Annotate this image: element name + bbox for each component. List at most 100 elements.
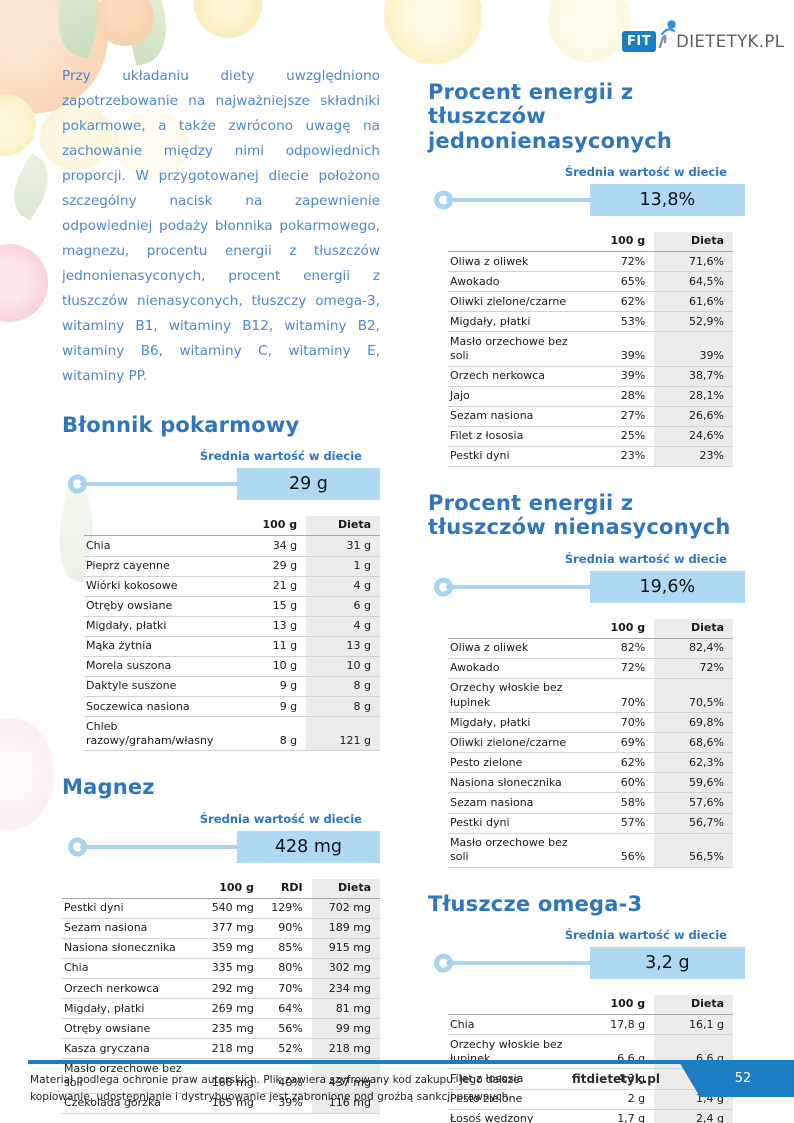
section-nienasycone: Procent energii z tłuszczów nienasyconyc… <box>428 491 745 868</box>
food-value: 82,4% <box>654 638 733 659</box>
food-value: 56% <box>262 1018 312 1040</box>
food-value: 58% <box>593 792 655 814</box>
food-name: Daktyle suszone <box>84 676 236 698</box>
avg-value-badge: 3,2 g <box>589 947 745 980</box>
table-row: Czekolada gorzka 165 mg 39% 116 mg <box>62 1093 380 1114</box>
food-name: Orzechy włoskie bez łupinek <box>448 678 594 714</box>
food-value: 70% <box>262 978 312 1000</box>
food-value: 29 g <box>235 556 307 577</box>
food-value: 56% <box>593 833 655 868</box>
food-name: Morela suszona <box>84 656 236 677</box>
food-value: 15 g <box>235 596 307 617</box>
food-value: 64,5% <box>654 271 733 293</box>
table-row: Oliwki zielone/czarne 69% 68,6% <box>448 732 733 754</box>
avg-indicator: 19,6% <box>428 570 745 603</box>
food-name: Pesto zielone <box>448 752 594 774</box>
food-value: 39% <box>262 1093 312 1114</box>
logo-fit-badge: FIT <box>622 30 657 52</box>
food-name: Filet z łososia <box>448 1068 594 1090</box>
food-name: Migdały, płatki <box>448 712 594 734</box>
food-name: Łosoś wędzony <box>448 1109 594 1123</box>
avg-label: Średnia wartość w diecie <box>564 928 727 943</box>
magnez-table: 100 g RDI Dieta Pestki dyni 540 mg 129% 702 mg… <box>62 878 380 1114</box>
copyright-text: Materiał podlega ochronie praw autorskic… <box>30 1072 570 1106</box>
food-value: 62,3% <box>654 752 733 774</box>
food-value: 57% <box>593 813 655 834</box>
food-name: Oliwa z oliwek <box>448 251 594 273</box>
food-value: 28,1% <box>654 386 733 407</box>
food-value: 27% <box>593 406 655 427</box>
food-name: Czekolada gorzka <box>62 1093 192 1114</box>
table-row: Migdały, płatki 70% 69,8% <box>448 712 733 734</box>
food-value: 915 mg <box>311 938 380 959</box>
column-header-blank <box>448 618 594 639</box>
food-name: Pieprz cayenne <box>84 556 236 577</box>
column-header-blank <box>62 878 192 899</box>
table-row: Migdały, płatki 269 mg 64% 81 mg <box>62 998 380 1020</box>
food-value: 1,7 g <box>593 1109 655 1123</box>
food-value: 71,6% <box>654 251 733 273</box>
food-name: Chia <box>448 1014 594 1036</box>
food-name: Nasiona słonecznika <box>62 938 192 959</box>
right-column: Procent energii z tłuszczów jednonienasy… <box>428 0 745 1123</box>
food-value: 9 g <box>235 696 307 718</box>
food-name: Chia <box>62 958 192 980</box>
food-value: 302 mg <box>311 958 380 980</box>
table-row: Pestki dyni 540 mg 129% 702 mg <box>62 898 380 919</box>
person-figure-icon <box>658 20 678 52</box>
food-name: Sezam nasiona <box>62 918 192 939</box>
food-value: 82% <box>593 638 655 659</box>
column-header: Dieta <box>654 618 733 639</box>
food-value: 8 g <box>235 716 307 752</box>
food-value: 53% <box>593 311 655 333</box>
section-title: Magnez <box>62 775 155 800</box>
table-row: Pestki dyni 57% 56,7% <box>448 813 733 834</box>
food-value: 65% <box>593 271 655 293</box>
column-header: 100 g <box>191 878 263 899</box>
column-header: Dieta <box>306 516 380 537</box>
column-header-blank <box>84 516 236 537</box>
food-value: 2,4 g <box>654 1109 733 1123</box>
table-header-row: 100 g Dieta <box>84 516 380 537</box>
table-row: Chia 34 g 31 g <box>84 535 380 557</box>
food-name: Masło orzechowe bez soli <box>62 1058 192 1094</box>
food-value: 25% <box>593 426 655 447</box>
food-value: 56,7% <box>654 813 733 834</box>
food-value: 168 mg <box>191 1058 263 1094</box>
table-row: Jajo 28% 28,1% <box>448 386 733 407</box>
table-row: Otręby owsiane 235 mg 56% 99 mg <box>62 1018 380 1040</box>
food-value: 68,6% <box>654 732 733 754</box>
avg-indicator: 13,8% <box>428 184 745 217</box>
food-value: 81 mg <box>311 998 380 1020</box>
food-name: Kasza gryczana <box>62 1038 192 1060</box>
table-row: Morela suszona 10 g 10 g <box>84 656 380 677</box>
food-value: 80% <box>262 958 312 980</box>
avg-indicator: 428 mg <box>62 830 380 863</box>
footer-site-name: fitdietetyk.pl <box>571 1072 660 1086</box>
food-value: 218 mg <box>191 1038 263 1060</box>
food-value: 23% <box>654 446 733 468</box>
column-header: RDI <box>262 878 312 899</box>
food-name: Nasiona słonecznika <box>448 772 594 794</box>
food-value: 23% <box>593 446 655 468</box>
indicator-track <box>446 961 594 966</box>
food-value: 4,3 g <box>593 1068 655 1090</box>
fitdietetyk-logo: FIT DIETETYK.PL <box>622 20 784 52</box>
avg-label: Średnia wartość w diecie <box>564 165 727 180</box>
food-name: Oliwki zielone/czarne <box>448 291 594 313</box>
section-title: Tłuszcze omega-3 <box>428 891 643 916</box>
food-name: Mąka żytnia <box>84 636 236 657</box>
food-value: 62% <box>593 291 655 313</box>
food-value: 218 mg <box>311 1038 380 1060</box>
food-name: Oliwa z oliwek <box>448 638 594 659</box>
table-header-row: 100 g Dieta <box>448 995 733 1016</box>
column-header: Dieta <box>654 232 733 253</box>
indicator-track <box>446 584 594 589</box>
food-name: Awokado <box>448 658 594 679</box>
table-row: Chia 17,8 g 16,1 g <box>448 1014 733 1036</box>
column-header-blank <box>448 995 594 1016</box>
food-name: Sezam nasiona <box>448 406 594 427</box>
table-row: Masło orzechowe bez soli 168 mg 40% 437 mg <box>62 1058 380 1094</box>
